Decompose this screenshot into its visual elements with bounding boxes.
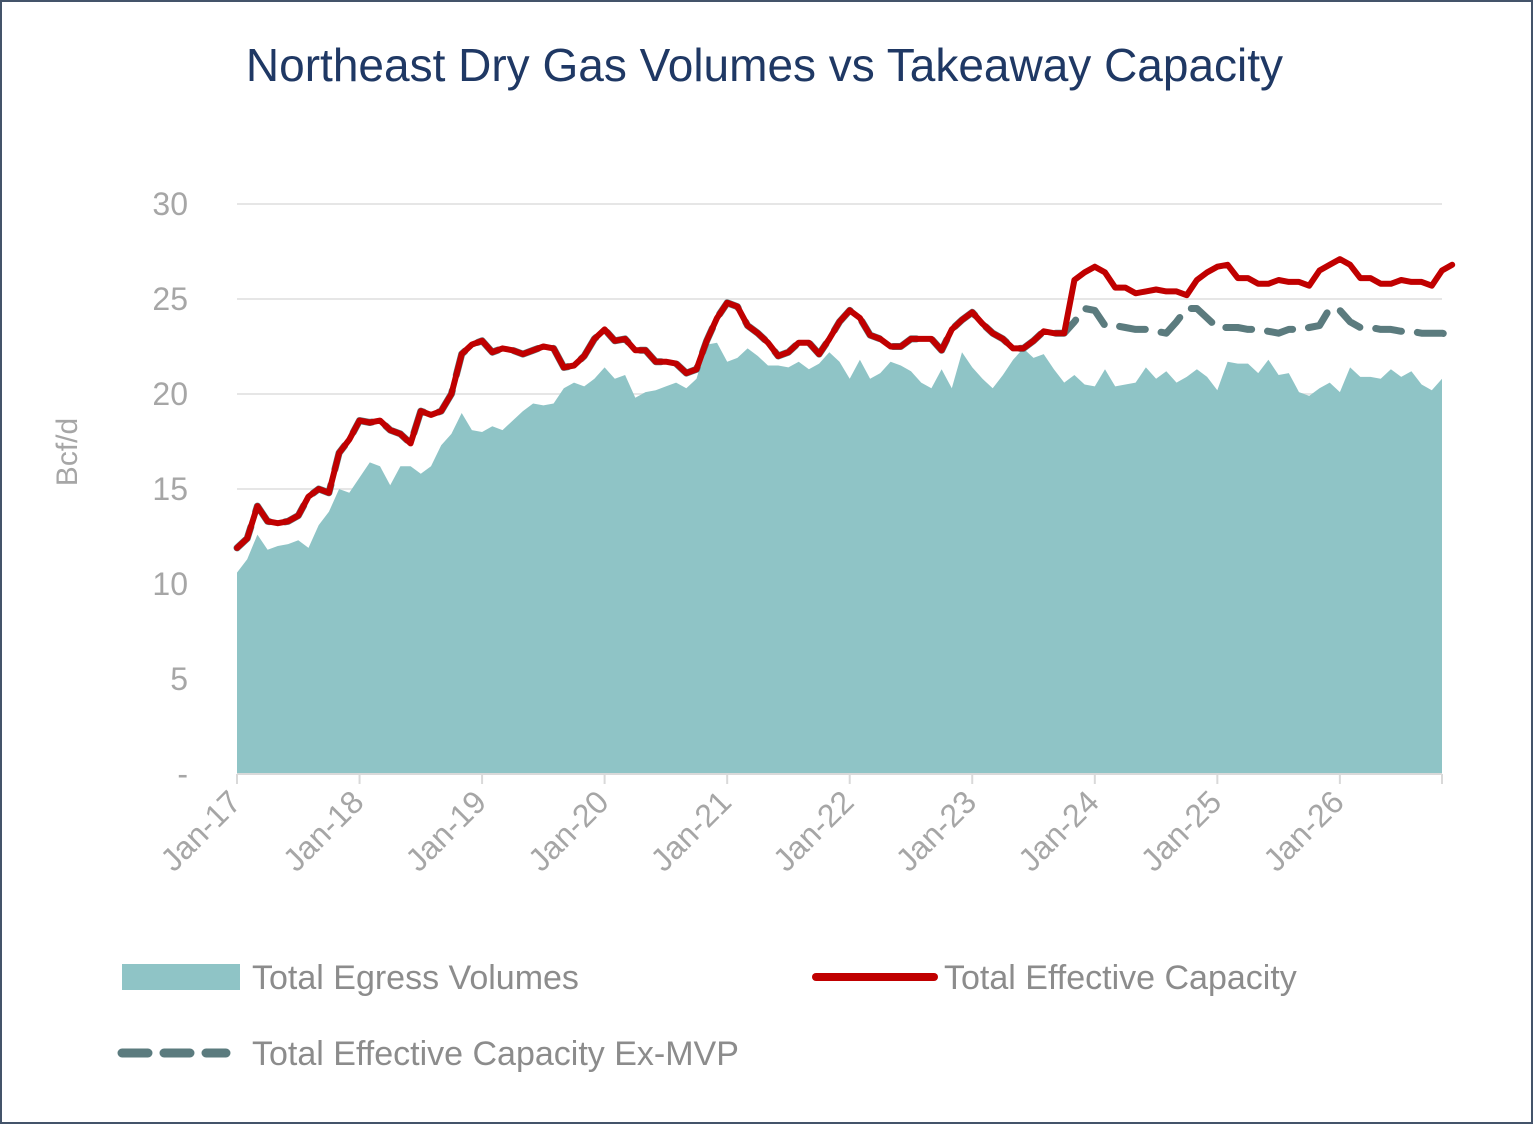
x-tick-label: Jan-19 — [398, 783, 493, 878]
legend: Total Egress Volumes Total Effective Cap… — [117, 959, 1297, 1073]
series-egress-area — [237, 342, 1442, 774]
x-tick-labels: Jan-17 Jan-18 Jan-19 Jan-20 Jan-21 Jan-22 Jan-… — [153, 783, 1351, 878]
legend-item-egress: Total Egress Volumes — [122, 959, 579, 997]
capacity-line-layer — [233, 256, 1456, 552]
x-tick-label: Jan-24 — [1011, 783, 1106, 878]
series-capacity-line — [234, 256, 1456, 551]
x-tick-label: Jan-18 — [276, 783, 371, 878]
axes — [236, 773, 1443, 784]
y-tick-labels: - 5 10 15 20 25 30 — [152, 186, 188, 792]
y-tick-label: 10 — [152, 566, 188, 602]
y-tick-label: - — [177, 756, 188, 792]
y-axis-label: Bcf/d — [51, 418, 84, 486]
legend-swatch-egress — [122, 964, 240, 990]
y-tick-label: 20 — [152, 376, 188, 412]
chart-title: Northeast Dry Gas Volumes vs Takeaway Ca… — [245, 39, 1284, 91]
x-tick-label: Jan-20 — [521, 783, 616, 878]
legend-item-capacity: Total Effective Capacity — [812, 959, 1297, 997]
y-tick-label: 25 — [152, 281, 188, 317]
y-tick-label: 30 — [152, 186, 188, 222]
x-tick-label: Jan-17 — [153, 783, 248, 878]
x-tick-label: Jan-22 — [766, 783, 861, 878]
y-tick-label: 5 — [170, 661, 188, 697]
x-tick-label: Jan-26 — [1256, 783, 1351, 878]
x-tick-label: Jan-21 — [643, 783, 738, 878]
legend-label-capacity-ex-mvp: Total Effective Capacity Ex-MVP — [252, 1035, 739, 1073]
legend-label-capacity: Total Effective Capacity — [944, 959, 1297, 997]
legend-item-capacity-ex-mvp: Total Effective Capacity Ex-MVP — [117, 1035, 739, 1073]
legend-label-egress: Total Egress Volumes — [252, 959, 579, 997]
y-tick-label: 15 — [152, 471, 188, 507]
x-tick-label: Jan-25 — [1134, 783, 1229, 878]
x-tick-label: Jan-23 — [889, 783, 984, 878]
egress-area-layer — [237, 342, 1442, 774]
